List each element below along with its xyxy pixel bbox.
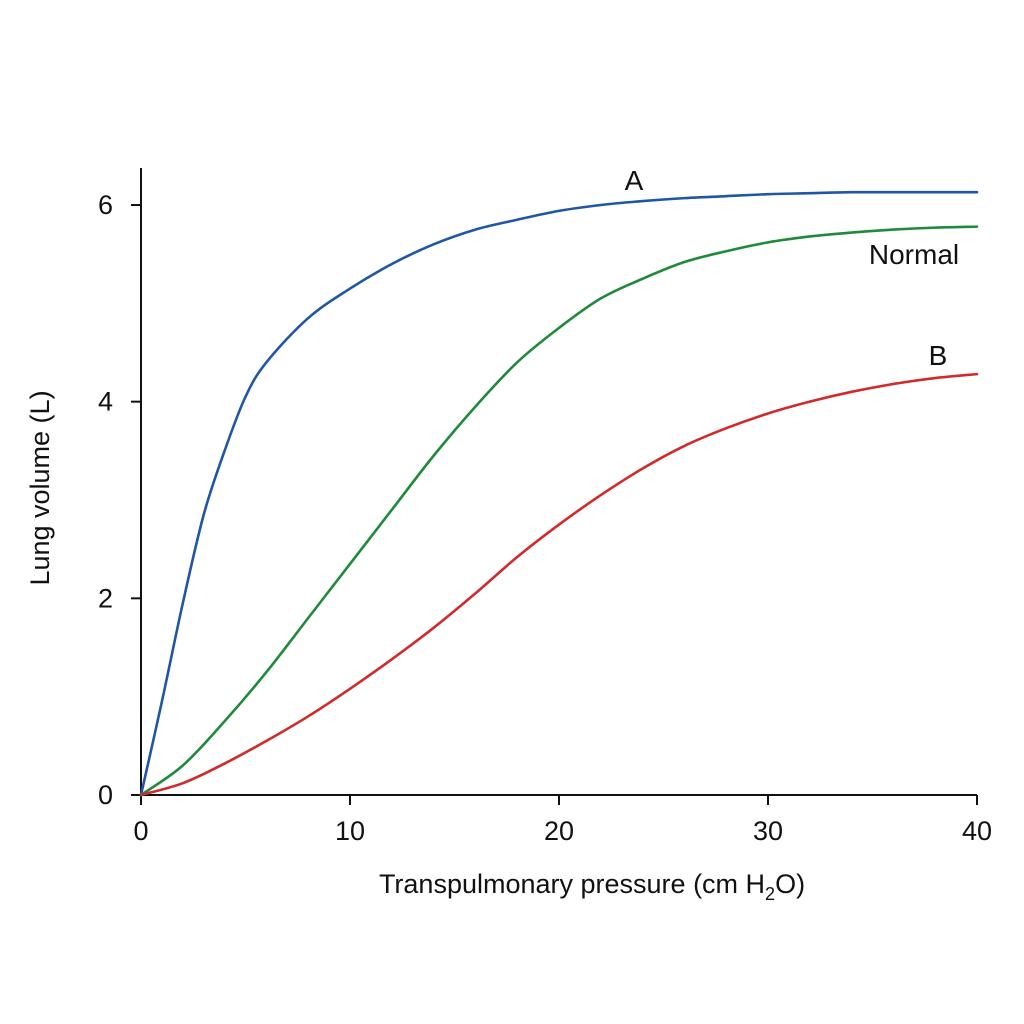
x-tick-label: 40 (962, 816, 992, 846)
series-label-a: A (625, 165, 644, 196)
x-tick-label: 30 (753, 816, 783, 846)
x-tick-label: 10 (335, 816, 365, 846)
x-axis-title-main: Transpulmonary pressure (cm H (379, 869, 765, 899)
series-label-b: B (929, 340, 948, 371)
series-labels: A Normal B (625, 165, 959, 371)
curve-a (139, 190, 979, 797)
y-tick-label: 4 (98, 387, 113, 417)
x-axis-title-subscript: 2 (765, 884, 775, 904)
x-tick-label: 20 (544, 816, 574, 846)
y-tick-label: 0 (98, 780, 113, 810)
x-axis-title: Transpulmonary pressure (cm H2O) (379, 869, 805, 904)
curve-normal (139, 225, 979, 797)
y-axis-title: Lung volume (L) (25, 390, 55, 585)
x-axis-title-suffix: O) (775, 869, 805, 899)
y-tick-label: 2 (98, 583, 113, 613)
y-axis-ticks: 0 2 4 6 (98, 190, 141, 810)
y-tick-label: 6 (98, 190, 113, 220)
series-label-normal: Normal (869, 239, 959, 270)
axis-lines (140, 168, 977, 796)
x-axis-ticks: 0 10 20 30 40 (133, 795, 992, 846)
curves (139, 190, 979, 797)
axes (140, 168, 977, 796)
curve-b (139, 372, 979, 797)
x-tick-label: 0 (133, 816, 148, 846)
